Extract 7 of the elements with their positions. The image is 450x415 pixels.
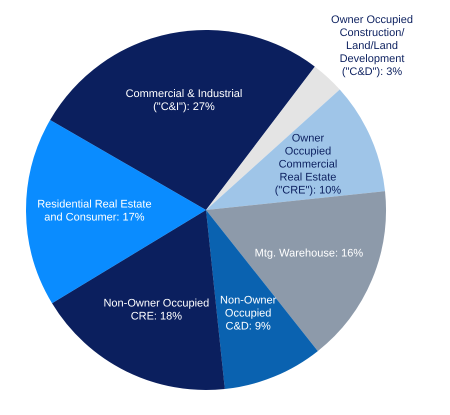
- slice-label: Commercial & Industrial ("C&I"): 27%: [126, 88, 242, 114]
- slice-label: Non-Owner Occupied C&D: 9%: [220, 294, 277, 332]
- slice-label: Mtg. Warehouse: 16%: [254, 247, 364, 260]
- slice-label: Owner Occupied Construction/ Land/Land Development ("C&D"): 3%: [331, 14, 413, 78]
- slice-label: Non-Owner Occupied CRE: 18%: [103, 297, 210, 322]
- slice-label: Residential Real Estate and Consumer: 17%: [37, 198, 152, 224]
- slice-label: Owner Occupied Commercial Real Estate ("CRE"): 10%: [274, 132, 342, 197]
